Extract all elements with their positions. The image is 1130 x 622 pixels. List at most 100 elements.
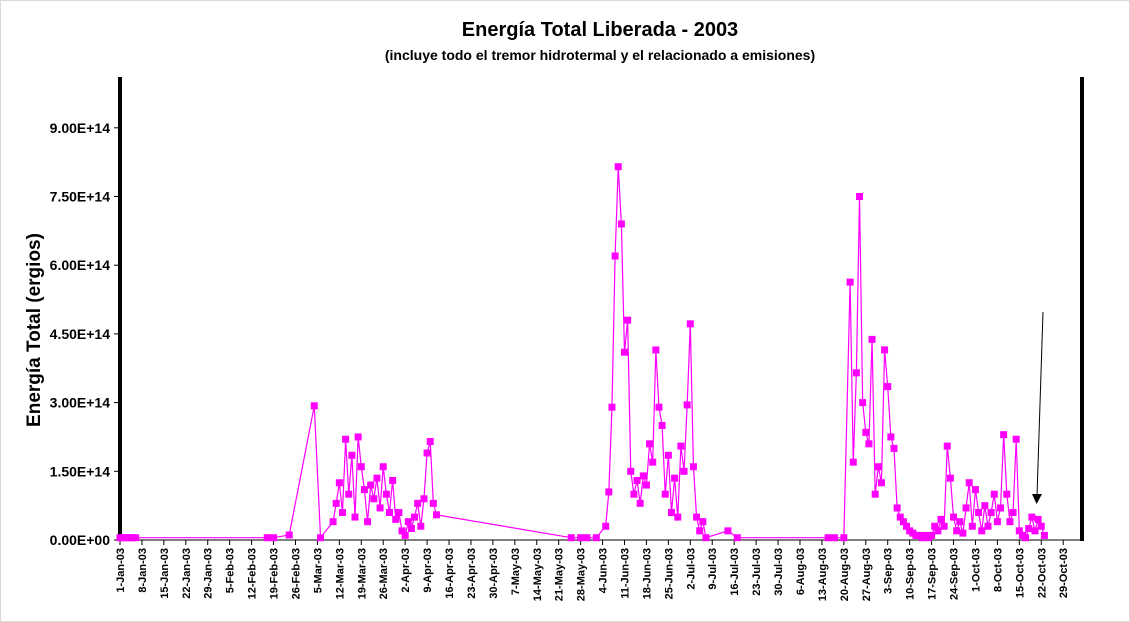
point — [407, 525, 415, 533]
point — [671, 474, 679, 482]
point — [856, 193, 864, 200]
x-tick-label: 21-May-03 — [554, 548, 566, 601]
point — [658, 422, 666, 429]
x-tick-label: 8-Jan-03 — [137, 548, 149, 593]
point — [677, 442, 685, 450]
point — [881, 346, 889, 354]
point — [401, 531, 409, 539]
point — [376, 504, 384, 512]
point — [592, 534, 600, 542]
y-tick-label: 1.50E+14 — [50, 463, 111, 479]
point — [345, 490, 353, 498]
point — [661, 490, 669, 498]
point — [702, 534, 710, 542]
point — [664, 451, 672, 459]
point — [993, 518, 1001, 526]
point — [605, 488, 613, 496]
point — [868, 335, 876, 343]
point — [699, 518, 707, 526]
point — [655, 403, 663, 411]
x-tick-label: 25-Jun-03 — [663, 548, 675, 599]
point — [348, 451, 356, 459]
x-tick-label: 9-Apr-03 — [422, 548, 434, 593]
point — [997, 504, 1005, 512]
point — [627, 467, 635, 475]
y-tick-label: 0.00E+00 — [50, 532, 111, 548]
point — [683, 401, 691, 409]
point — [382, 490, 390, 498]
point — [614, 163, 622, 171]
point — [884, 383, 892, 391]
point — [893, 504, 901, 512]
point — [840, 534, 848, 542]
x-tick-label: 4-Jun-03 — [598, 548, 610, 593]
point — [1022, 534, 1030, 542]
point — [956, 518, 964, 526]
x-tick-label: 27-Aug-03 — [861, 548, 873, 601]
point — [1012, 435, 1020, 443]
point — [674, 513, 682, 521]
point — [733, 534, 741, 542]
chart-subtitle: (incluye todo el tremor hidrotermal y el… — [385, 47, 815, 63]
y-tick-label: 6.00E+14 — [50, 257, 111, 273]
point — [968, 522, 976, 530]
point — [965, 479, 973, 487]
x-tick-label: 20-Aug-03 — [839, 548, 851, 601]
point — [577, 534, 585, 542]
point — [865, 440, 873, 448]
x-tick-label: 23-Jul-03 — [751, 548, 763, 596]
point — [680, 467, 688, 475]
x-tick-label: 17-Sep-03 — [927, 548, 939, 600]
chart-title: Energía Total Liberada - 2003 — [462, 19, 738, 41]
point — [971, 486, 979, 494]
point — [329, 518, 337, 526]
point — [940, 522, 948, 530]
point — [649, 458, 657, 466]
point — [1034, 515, 1042, 523]
point — [975, 509, 983, 517]
point — [624, 316, 632, 324]
point — [351, 513, 359, 521]
x-tick-label: 11-Jun-03 — [620, 548, 632, 599]
point — [611, 252, 619, 260]
point — [978, 527, 986, 535]
point — [426, 438, 434, 446]
point — [830, 534, 838, 542]
x-tick-label: 26-Mar-03 — [378, 548, 390, 599]
point — [934, 527, 942, 535]
point — [890, 444, 898, 452]
x-tick-label: 22-Jan-03 — [181, 548, 193, 599]
x-tick-label: 3-Sep-03 — [883, 548, 895, 594]
point — [852, 369, 860, 377]
y-tick-label: 7.50E+14 — [50, 189, 111, 205]
point — [903, 522, 911, 530]
x-tick-label: 29-Jan-03 — [203, 548, 215, 599]
x-tick-label: 16-Apr-03 — [444, 548, 456, 599]
point — [263, 534, 271, 542]
x-tick-label: 15-Oct-03 — [1014, 548, 1026, 598]
point — [379, 463, 387, 471]
point — [373, 474, 381, 482]
x-tick-label: 7-May-03 — [510, 548, 522, 595]
x-tick-label: 1-Oct-03 — [970, 548, 982, 592]
point — [392, 515, 400, 523]
point — [943, 442, 951, 450]
point — [639, 472, 647, 480]
x-tick-label: 5-Mar-03 — [312, 548, 324, 593]
point — [636, 499, 644, 507]
point — [899, 518, 907, 526]
x-tick-label: 13-Aug-03 — [817, 548, 829, 601]
point — [132, 534, 140, 542]
point — [724, 527, 732, 535]
point — [357, 463, 365, 471]
x-tick-label: 26-Feb-03 — [290, 548, 302, 599]
point — [432, 511, 440, 519]
x-tick-label: 6-Aug-03 — [795, 548, 807, 595]
point — [646, 440, 654, 448]
x-tick-label: 19-Feb-03 — [269, 548, 281, 599]
point — [877, 479, 885, 487]
point — [285, 531, 293, 539]
x-tick-label: 23-Apr-03 — [466, 548, 478, 599]
x-tick-label: 2-Jul-03 — [685, 548, 697, 590]
point — [633, 476, 641, 484]
